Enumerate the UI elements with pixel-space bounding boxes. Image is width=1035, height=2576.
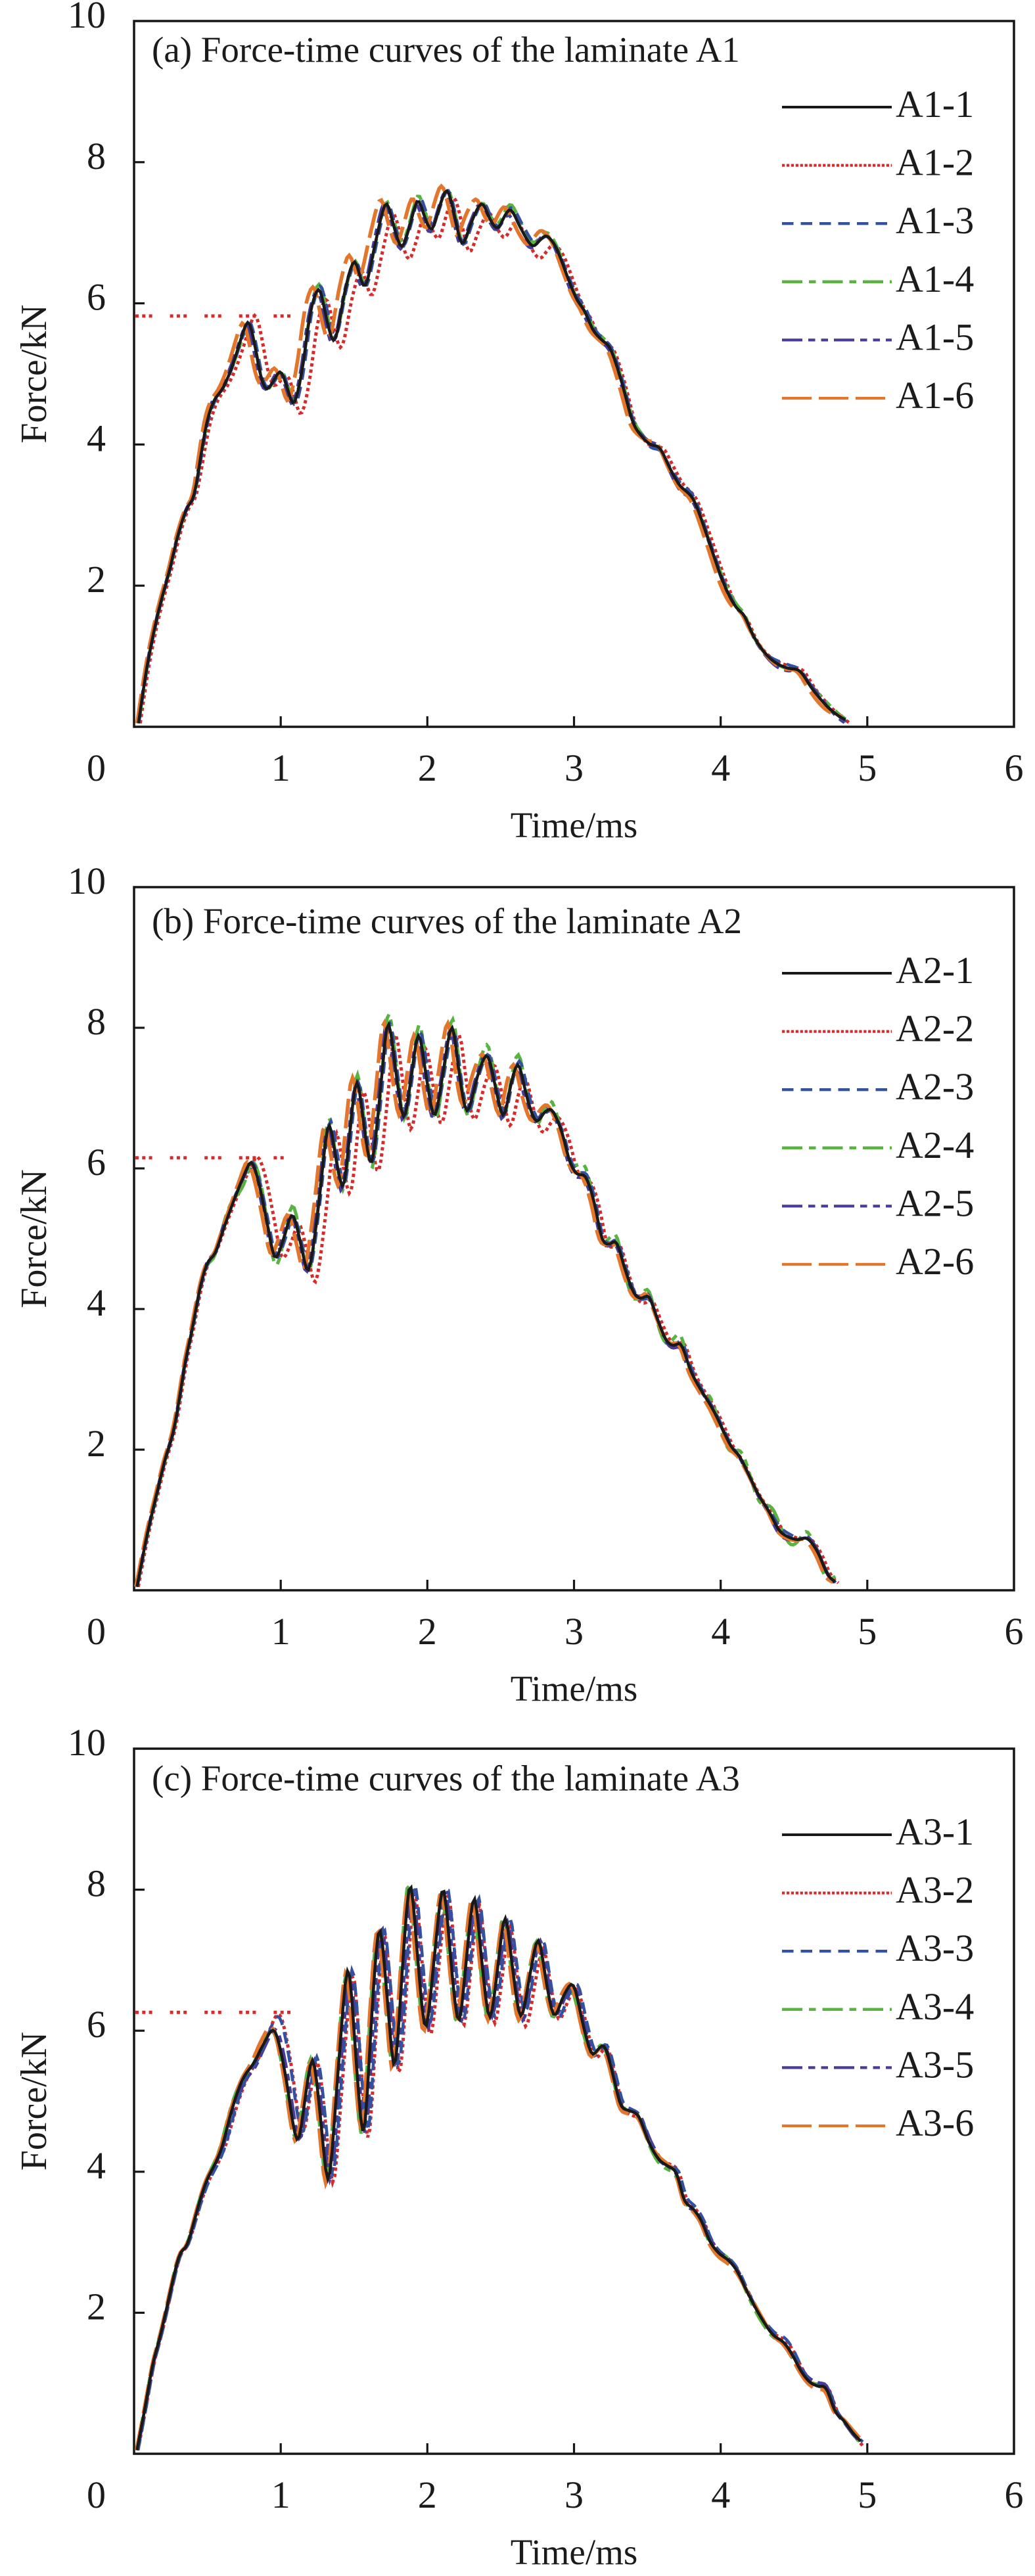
svg-text:A2-6: A2-6 [896, 1240, 974, 1283]
svg-text:8: 8 [87, 135, 106, 177]
svg-text:Time/ms: Time/ms [511, 805, 638, 845]
svg-text:A3-4: A3-4 [896, 1985, 974, 2028]
svg-text:4: 4 [87, 2144, 106, 2187]
svg-text:0: 0 [87, 2473, 106, 2516]
svg-text:8: 8 [87, 1000, 106, 1043]
svg-text:10: 10 [68, 0, 106, 36]
svg-text:2: 2 [418, 2473, 437, 2516]
svg-text:A3-2: A3-2 [896, 1869, 974, 1912]
svg-text:A1-6: A1-6 [896, 374, 974, 417]
svg-text:5: 5 [858, 2473, 877, 2516]
svg-text:5: 5 [858, 1610, 877, 1653]
svg-text:1: 1 [271, 747, 290, 789]
svg-text:4: 4 [711, 2473, 730, 2516]
svg-text:1: 1 [271, 1610, 290, 1653]
svg-text:A1-4: A1-4 [896, 258, 974, 300]
svg-text:0: 0 [87, 1610, 106, 1653]
svg-text:A1-2: A1-2 [896, 141, 974, 184]
svg-text:2: 2 [87, 1422, 106, 1465]
svg-text:4: 4 [87, 1281, 106, 1324]
svg-text:(b) Force-time curves of the l: (b) Force-time curves of the laminate A2 [152, 901, 742, 941]
svg-text:2: 2 [418, 747, 437, 789]
svg-text:A2-1: A2-1 [896, 949, 974, 992]
svg-text:6: 6 [87, 276, 106, 319]
svg-text:8: 8 [87, 1862, 106, 1905]
svg-text:A3-1: A3-1 [896, 1810, 974, 1853]
svg-text:A1-1: A1-1 [896, 83, 974, 126]
svg-text:6: 6 [87, 1141, 106, 1184]
svg-text:A2-3: A2-3 [896, 1065, 974, 1108]
svg-text:1: 1 [271, 2473, 290, 2516]
svg-text:A1-5: A1-5 [896, 315, 974, 358]
svg-text:4: 4 [711, 747, 730, 789]
svg-text:5: 5 [858, 747, 877, 789]
svg-text:A2-5: A2-5 [896, 1182, 974, 1224]
svg-text:6: 6 [1005, 2473, 1024, 2516]
svg-text:4: 4 [711, 1610, 730, 1653]
svg-text:(a) Force-time curves of the l: (a) Force-time curves of the laminate A1 [152, 30, 740, 70]
svg-text:2: 2 [418, 1610, 437, 1653]
svg-text:3: 3 [564, 1610, 584, 1653]
svg-text:Time/ms: Time/ms [511, 1668, 638, 1709]
svg-text:6: 6 [1005, 747, 1024, 789]
svg-text:10: 10 [68, 860, 106, 902]
svg-text:Time/ms: Time/ms [511, 2532, 638, 2572]
svg-text:10: 10 [68, 1721, 106, 1764]
svg-text:A1-3: A1-3 [896, 199, 974, 242]
svg-text:Force/kN: Force/kN [14, 2032, 55, 2171]
svg-text:6: 6 [87, 2003, 106, 2046]
svg-text:4: 4 [87, 417, 106, 459]
svg-text:3: 3 [564, 2473, 584, 2516]
svg-text:A3-6: A3-6 [896, 2102, 974, 2144]
svg-text:A2-2: A2-2 [896, 1007, 974, 1050]
svg-text:2: 2 [87, 558, 106, 601]
svg-text:A3-5: A3-5 [896, 2043, 974, 2086]
svg-text:Force/kN: Force/kN [14, 304, 55, 444]
svg-text:A2-4: A2-4 [896, 1124, 974, 1166]
svg-text:0: 0 [87, 747, 106, 789]
svg-text:(c) Force-time curves of the l: (c) Force-time curves of the laminate A3 [152, 1759, 740, 1799]
svg-text:3: 3 [564, 747, 584, 789]
svg-text:2: 2 [87, 2285, 106, 2328]
svg-text:Force/kN: Force/kN [14, 1169, 55, 1308]
svg-text:6: 6 [1005, 1610, 1024, 1653]
svg-text:A3-3: A3-3 [896, 1927, 974, 1969]
